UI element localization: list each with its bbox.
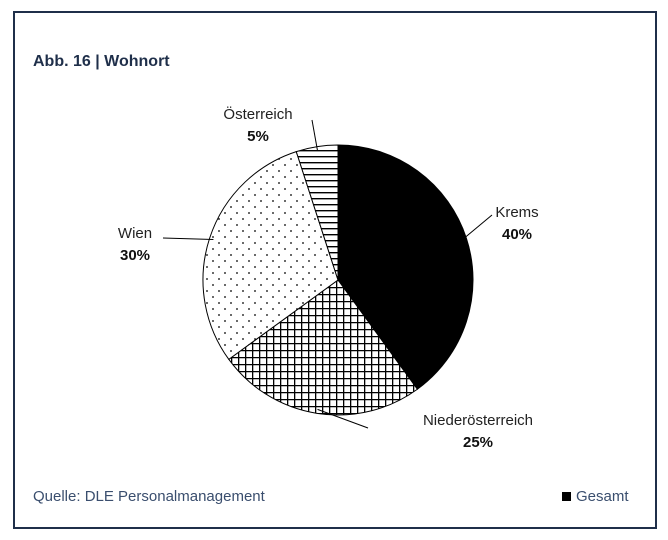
slice-label: Niederösterreich (423, 412, 533, 429)
leader-line (462, 214, 493, 240)
slice-label: Wien (118, 225, 152, 242)
value-label: 25% (463, 434, 493, 451)
chart-title: Abb. 16 | Wohnort (33, 53, 170, 70)
value-label: 5% (247, 128, 269, 145)
value-label: 40% (502, 226, 532, 243)
legend-label: Gesamt (576, 488, 629, 505)
source: Quelle: DLE Personalmanagement (33, 488, 266, 505)
pie-slice (337, 144, 474, 390)
value-label: 30% (120, 247, 150, 264)
leader-line (311, 119, 318, 151)
slice-label: Krems (495, 204, 538, 221)
pie-slice (228, 279, 419, 416)
slice-label: Österreich (223, 105, 292, 123)
pie-slice (202, 150, 339, 361)
leader-line (162, 237, 214, 241)
legend-swatch (562, 492, 571, 501)
leader-line (317, 408, 369, 429)
